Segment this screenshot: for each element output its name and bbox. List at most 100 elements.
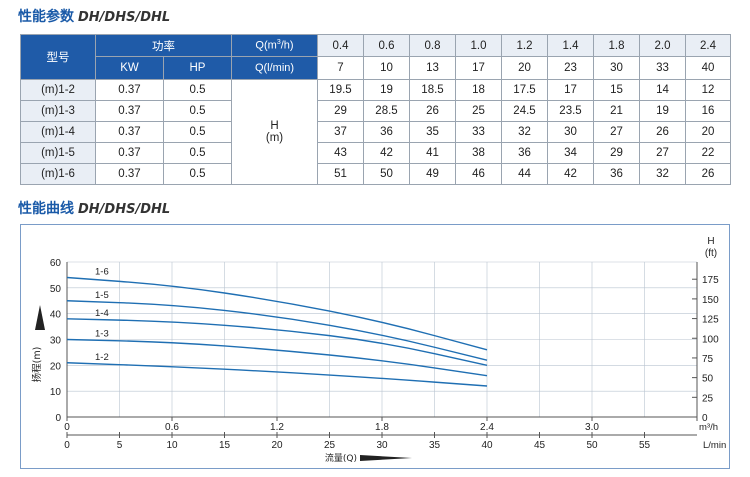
spec-section-title: 性能参数 DH/DHS/DHL xyxy=(18,6,170,26)
y-tick-label: 60 xyxy=(50,258,62,269)
h-value: 18 xyxy=(455,79,502,101)
hp-cell: 0.5 xyxy=(163,163,232,185)
hp-cell: 0.5 xyxy=(163,100,232,122)
h-value: 38 xyxy=(455,142,502,164)
series-label: 1-3 xyxy=(95,329,109,340)
h-value: 32 xyxy=(501,121,548,143)
hp-cell: 0.5 xyxy=(163,79,232,101)
h-unit-cell: H (m) xyxy=(231,79,318,185)
q-value: 1.8 xyxy=(593,34,640,57)
q-lmin-value: 10 xyxy=(363,56,410,80)
h-value: 17.5 xyxy=(501,79,548,101)
y-tick-label: 30 xyxy=(50,336,62,347)
h-value: 36 xyxy=(501,142,548,164)
x-bottom-tick-label: 10 xyxy=(166,440,178,451)
q-m3h-header: Q(m3/h) xyxy=(231,34,318,57)
kw-header: KW xyxy=(95,56,164,80)
model-cell: (m)1-5 xyxy=(20,142,96,164)
h-value: 12 xyxy=(685,79,731,101)
q-value: 0.4 xyxy=(317,34,364,57)
q-lmin-value: 7 xyxy=(317,56,364,80)
kw-cell: 0.37 xyxy=(95,142,164,164)
x-top-tick-label: 0 xyxy=(64,422,70,433)
series-line-1-3 xyxy=(66,338,488,377)
model-cell: (m)1-2 xyxy=(20,79,96,101)
curve-title-models: DH/DHS/DHL xyxy=(78,202,171,217)
model-cell: (m)1-6 xyxy=(20,163,96,185)
x-bottom-tick-label: 20 xyxy=(271,440,283,451)
table-row: (m)1-5 0.37 0.5 43 42 41 38 36 34 29 27 … xyxy=(20,142,731,164)
right-axis-label: H xyxy=(707,236,714,247)
y-tick-label: 20 xyxy=(50,361,62,372)
q-lmin-value: 20 xyxy=(501,56,548,80)
h-value: 27 xyxy=(639,142,686,164)
h-value: 23.5 xyxy=(547,100,594,122)
series-line-1-5 xyxy=(66,300,488,361)
right-tick-label: 150 xyxy=(702,295,719,306)
x-top-tick-label: 1.2 xyxy=(270,422,284,433)
x-bottom-tick-label: 0 xyxy=(64,440,70,451)
h-value: 41 xyxy=(409,142,456,164)
h-value: 14 xyxy=(639,79,686,101)
right-tick-label: 75 xyxy=(702,354,714,365)
h-value: 29 xyxy=(593,142,640,164)
h-value: 17 xyxy=(547,79,594,101)
power-header: 功率 xyxy=(95,34,232,57)
q-value: 2.0 xyxy=(639,34,686,57)
curve-section-title: 性能曲线 DH/DHS/DHL xyxy=(18,198,170,218)
y-axis-label: 扬程(m) xyxy=(31,347,43,383)
x-bottom-tick-label: 50 xyxy=(586,440,598,451)
y-tick-label: 50 xyxy=(50,284,62,295)
table-row: (m)1-2 0.37 0.5 H (m) 19.5 19 18.5 18 17.… xyxy=(20,79,731,185)
x-top-tick-label: 2.4 xyxy=(480,422,494,433)
h-value: 25 xyxy=(455,100,502,122)
x-bottom-tick-label: 35 xyxy=(429,440,441,451)
table-header-row-1: 型号 功率 Q(m3/h) 0.4 0.6 0.8 1.0 1.2 1.4 1.… xyxy=(20,34,731,80)
h-value: 18.5 xyxy=(409,79,456,101)
h-value: 34 xyxy=(547,142,594,164)
h-value: 30 xyxy=(547,121,594,143)
h-value: 36 xyxy=(363,121,410,143)
h-value: 26 xyxy=(409,100,456,122)
y-tick-label: 0 xyxy=(55,413,61,424)
y-tick-label: 10 xyxy=(50,387,62,398)
h-value: 32 xyxy=(639,163,686,185)
x-unit-top: m³/h xyxy=(699,422,718,433)
h-value: 35 xyxy=(409,121,456,143)
hp-header: HP xyxy=(163,56,232,80)
performance-chart: 0 10 20 30 40 50 60 0 0.6 1.2 1.8 2.4 3.0 m³/h 0 5 10 15 2… xyxy=(20,224,730,469)
model-cell: (m)1-4 xyxy=(20,121,96,143)
x-axis-label: 流量(Q) xyxy=(325,452,357,464)
h-value: 15 xyxy=(593,79,640,101)
q-lmin-value: 17 xyxy=(455,56,502,80)
q-value: 1.0 xyxy=(455,34,502,57)
series-line-1-2 xyxy=(66,362,488,387)
h-value: 29 xyxy=(317,100,364,122)
h-value: 46 xyxy=(455,163,502,185)
q-value: 1.2 xyxy=(501,34,548,57)
series-line-1-6 xyxy=(66,276,488,351)
x-bottom-tick-label: 40 xyxy=(481,440,493,451)
q-lmin-value: 33 xyxy=(639,56,686,80)
kw-cell: 0.37 xyxy=(95,163,164,185)
series-label: 1-6 xyxy=(95,267,109,278)
curve-title-text: 性能曲线 xyxy=(18,201,74,217)
x-axis-arrow xyxy=(360,455,412,461)
y-axis-arrow xyxy=(35,305,45,330)
h-value: 28.5 xyxy=(363,100,410,122)
spec-title-models: DH/DHS/DHL xyxy=(78,10,171,25)
series-label: 1-2 xyxy=(95,352,109,363)
q-value: 0.6 xyxy=(363,34,410,57)
table-header-row-2: KW HP Q(l/min) 7 10 13 17 20 23 30 33 40 xyxy=(21,56,731,80)
hp-cell: 0.5 xyxy=(163,142,232,164)
kw-cell: 0.37 xyxy=(95,121,164,143)
right-tick-label: 50 xyxy=(702,374,714,385)
right-tick-label: 125 xyxy=(702,315,719,326)
q-value: 1.4 xyxy=(547,34,594,57)
y-tick-label: 40 xyxy=(50,310,62,321)
kw-cell: 0.37 xyxy=(95,79,164,101)
model-cell: (m)1-3 xyxy=(20,100,96,122)
h-value: 44 xyxy=(501,163,548,185)
h-value: 22 xyxy=(685,142,731,164)
